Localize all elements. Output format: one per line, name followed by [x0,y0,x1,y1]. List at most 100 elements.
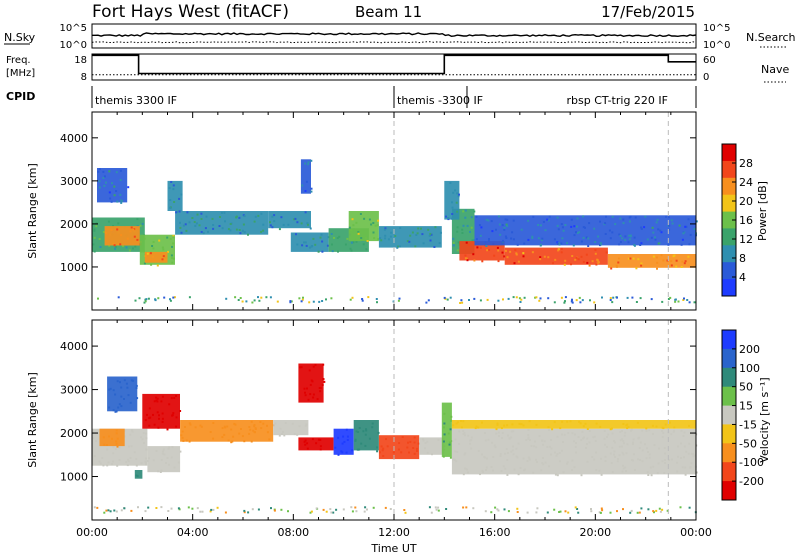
heatmap-cell [398,245,401,248]
heatmap-cell [688,442,691,445]
nsearch-trace [91,41,697,44]
heatmap-cell [355,240,358,243]
heatmap-cell [376,224,379,227]
heatmap-cell [252,429,255,432]
heatmap-cell [541,237,544,240]
heatmap-cell [618,243,621,246]
heatmap-cell [135,464,138,467]
heatmap-cell [108,170,111,173]
heatmap-cell [424,447,426,450]
heatmap-cell [657,462,660,465]
heatmap-cell [688,301,691,304]
heatmap-cell [504,249,507,252]
heatmap-cell [566,420,569,423]
heatmap-cell [383,228,386,231]
heatmap-cell [614,441,616,444]
power-colorbar: 28 24 20 16 12 8 4 [721,143,753,297]
heatmap-cell [451,201,453,204]
heatmap-cell [496,423,499,426]
heatmap-cell [332,511,335,514]
heatmap-cell [322,508,325,511]
heatmap-cell [626,427,629,430]
heatmap-cell [575,299,578,302]
heatmap-cell [610,427,613,430]
heatmap-cell [403,509,406,511]
heatmap-cell [170,507,173,510]
heatmap-cell [564,510,567,513]
heatmap-cell [547,426,550,429]
heatmap-cell [144,300,147,303]
heatmap-cell [116,228,119,231]
heatmap-cell [456,226,459,229]
y-tick-label: 1000 [60,471,88,484]
heatmap-cell [596,259,599,261]
heatmap-cell [654,238,657,241]
heatmap-cell [622,464,624,467]
heatmap-cell [447,218,450,221]
heatmap-cell [116,243,119,246]
heatmap-cell [116,437,119,440]
heatmap-cell [584,422,587,425]
heatmap-cell [266,424,268,427]
heatmap-cell [409,234,412,237]
heatmap-cell [170,181,173,183]
heatmap-cell [605,215,607,218]
heatmap-cell [588,441,591,444]
heatmap-cell [505,237,508,239]
heatmap-cell [628,238,631,241]
heatmap-cell [194,224,197,227]
heatmap-cell [680,457,683,459]
heatmap-cell [616,460,619,463]
heatmap-cell [656,472,659,475]
heatmap-cell [260,212,263,215]
heatmap-cell [105,509,108,512]
heatmap-cell [308,369,311,372]
heatmap-cell [505,223,508,226]
heatmap-cell [472,507,475,510]
heatmap-cell [464,467,467,470]
heatmap-cell [98,168,101,171]
heatmap-cell [471,239,474,242]
heatmap-cell [670,260,673,263]
nave-tick-bottom: 0 [703,72,709,83]
heatmap-cell [683,262,686,265]
heatmap-cell [578,420,581,423]
heatmap-cell [325,510,328,513]
heatmap-cell [672,430,675,433]
heatmap-cell [237,299,240,301]
heatmap-cell [470,439,473,442]
heatmap-cell [456,450,459,453]
heatmap-cell [421,438,424,441]
heatmap-cell [163,453,166,456]
heatmap-cell [484,510,487,513]
heatmap-cell [150,263,153,266]
heatmap-cell [454,189,457,192]
heatmap-cell [647,451,650,453]
heatmap-cell [616,510,618,513]
heatmap-cell [115,429,118,432]
heatmap-cell [575,451,578,454]
heatmap-cell [479,234,482,237]
heatmap-cell [312,396,315,399]
nsky-label: N.Sky [4,31,36,44]
heatmap-cell [120,201,123,204]
heatmap-cell [186,211,189,214]
heatmap-cell [670,458,673,461]
heatmap-cell [595,263,598,266]
heatmap-cell [511,445,514,448]
heatmap-cell [96,506,99,509]
heatmap-cell [257,508,260,511]
heatmap-cell [363,217,366,220]
heatmap-cell [146,252,149,255]
heatmap-cell [673,429,676,432]
colorbar-swatch [722,177,736,196]
heatmap-cell [693,228,696,230]
heatmap-cell [361,298,364,300]
heatmap-cell [123,507,126,510]
heatmap-cell [576,225,578,228]
heatmap-cell [520,423,523,426]
heatmap-cell [524,468,527,471]
heatmap-cell [265,296,268,299]
heatmap-cell [330,233,333,235]
heatmap-cell [662,431,665,434]
